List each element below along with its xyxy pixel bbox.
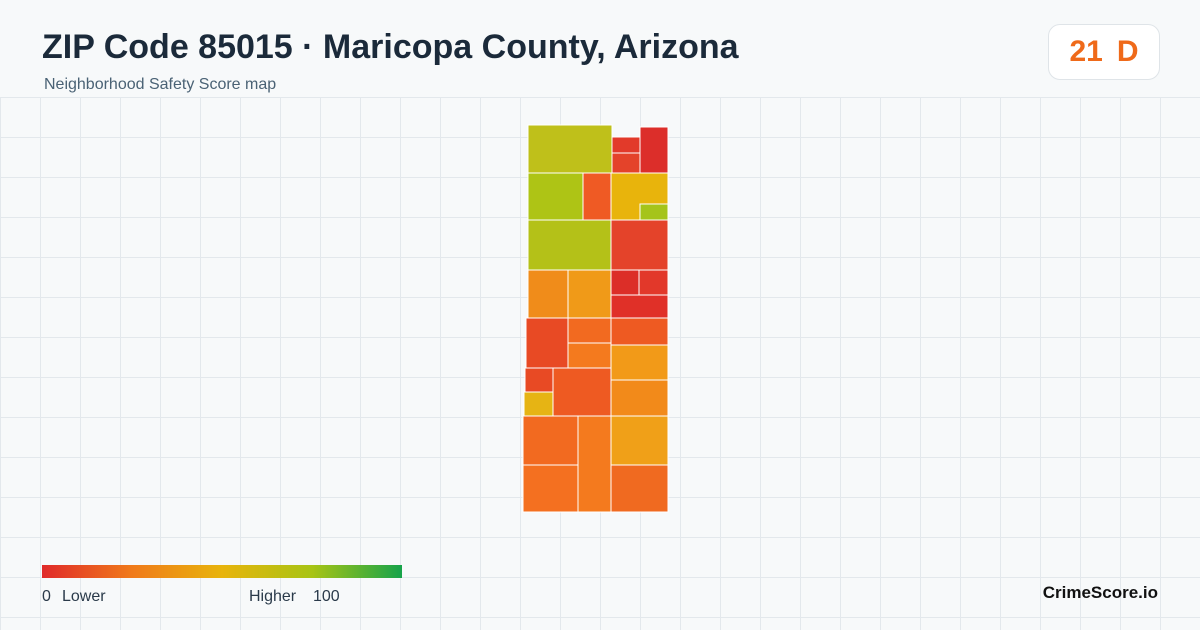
area	[610, 464, 669, 513]
legend-gradient	[42, 565, 402, 578]
area	[567, 342, 612, 369]
area	[610, 344, 669, 381]
area	[522, 464, 579, 513]
score-badge: 21 D	[1048, 24, 1160, 80]
area	[639, 203, 669, 221]
area	[582, 172, 612, 221]
brand: CrimeScore.io	[1042, 583, 1158, 602]
area	[639, 126, 669, 174]
area	[523, 391, 554, 417]
score-grade: D	[1116, 35, 1139, 68]
legend-min-label: Lower	[62, 588, 106, 605]
area	[527, 219, 612, 271]
area	[610, 294, 669, 319]
area	[610, 379, 669, 417]
area	[577, 415, 612, 513]
area	[610, 219, 669, 271]
area	[610, 269, 640, 296]
legend-max-label: Higher	[249, 588, 297, 605]
area	[611, 136, 641, 154]
area	[611, 152, 641, 174]
area	[638, 269, 669, 296]
area	[567, 317, 612, 344]
area	[524, 367, 554, 393]
legend-max: 100	[313, 588, 340, 605]
area	[610, 415, 669, 466]
subtitle: Neighborhood Safety Score map	[44, 76, 277, 93]
area	[552, 367, 612, 417]
area	[610, 317, 669, 346]
score-value: 21	[1069, 35, 1103, 68]
area	[522, 415, 579, 466]
legend-min: 0	[42, 588, 51, 605]
title: ZIP Code 85015 · Maricopa County, Arizon…	[42, 28, 739, 66]
area	[527, 172, 584, 221]
area	[525, 317, 569, 369]
area	[567, 269, 612, 319]
area	[527, 269, 569, 319]
